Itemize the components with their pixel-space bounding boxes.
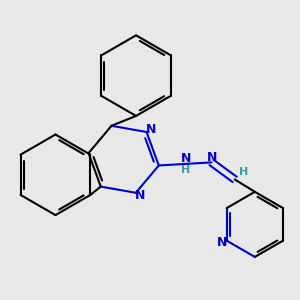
Text: N: N	[207, 151, 217, 164]
Text: H: H	[181, 164, 190, 175]
Text: H: H	[239, 167, 248, 177]
Text: N: N	[181, 152, 191, 166]
Text: N: N	[146, 123, 156, 136]
Text: N: N	[217, 236, 227, 249]
Text: N: N	[135, 189, 145, 202]
